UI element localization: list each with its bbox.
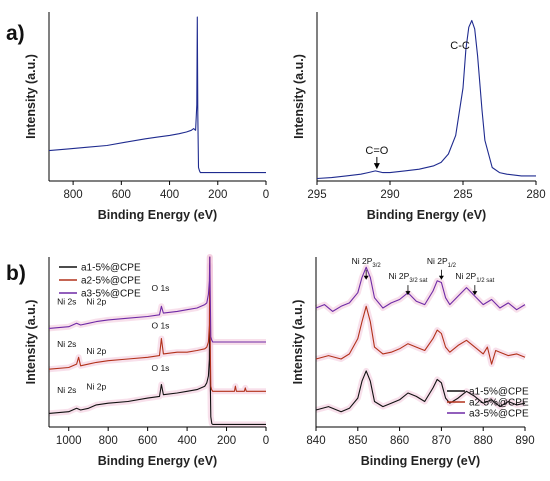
peak-label-subscript: 1/2 sat [476,278,494,284]
peak-label-subscript: 3/2 [372,263,381,269]
x-tick-label-a-left-4: 0 [263,189,269,201]
x-tick-label-b-left-1: 800 [99,435,118,447]
panel-label-a: a) [6,22,25,45]
peak-label-b-left-1: Ni 2p [86,297,106,307]
peak-arrow-head-b-right-1 [405,291,411,296]
x-tick-label-b-right-0: 840 [306,435,325,447]
peak-label-b-left-7: Ni 2p [86,382,106,392]
legend-label-b-right-2: a3-5%@CPE [469,409,529,420]
x-tick-label-a-right-0: 295 [307,189,326,201]
x-tick-label-b-left-3: 400 [177,435,196,447]
peak-label-subscript: 3/2 sat [409,278,427,284]
peak-label-b-left-4: Ni 2p [86,346,106,356]
peak-label-b-right-0: Ni 2P3/2 [352,256,382,269]
legend-label-b-left-0: a1-5%@CPE [81,263,141,274]
x-tick-label-a-right-1: 290 [380,189,399,201]
peak-label-b-right-1: Ni 2P3/2 sat [389,271,428,284]
chart-b-right: 840 850 860 870 880 890 Binding Energy (eV) Int… [291,256,535,468]
x-axis-title-b-left: Binding Energy (eV) [98,454,217,468]
charts-group: 800 600 400 200 0 Binding Energy (eV) Intensit… [24,12,546,468]
peak-label-b-right-3: Ni 2P1/2 sat [455,271,494,284]
series-halo-b-right-2 [314,264,527,315]
x-tick-label-a-left-1: 600 [112,189,131,201]
x-tick-label-a-left-3: 200 [208,189,227,201]
peak-label-main: Ni 2P [389,271,410,281]
legend-label-b-right-1: a2-5%@CPE [469,398,529,409]
peak-arrow-head-b-right-3 [472,291,478,296]
chart-a-left: 800 600 400 200 0 Binding Energy (eV) Intensit… [24,12,269,222]
peak-label-b-left-2: O 1s [151,283,169,293]
series-line-b-left-2 [48,256,266,343]
legend-label-b-left-2: a3-5%@CPE [81,289,141,300]
peak-label-b-right-2: Ni 2P1/2 [427,256,457,269]
series-line-b-left-1 [48,256,266,392]
y-axis-title-b-left: Intensity (a.u.) [24,300,38,385]
series-line-b-right-0 [315,370,526,413]
annotation-a-right-0: C-C [450,40,470,52]
peak-label-b-left-6: Ni 2s [57,385,76,395]
x-tick-label-a-right-3: 280 [526,189,545,201]
series-line-b-right-2 [315,266,526,312]
series-line-b-left-0 [48,264,266,425]
peak-label-b-left-0: Ni 2s [57,297,76,307]
x-tick-label-a-left-0: 800 [64,189,83,201]
y-axis-title-b-right: Intensity (a.u.) [291,300,305,385]
peak-label-subscript: 1/2 [448,263,457,269]
x-tick-label-b-right-2: 860 [390,435,409,447]
x-tick-label-a-right-2: 285 [453,189,472,201]
x-tick-label-b-right-1: 850 [348,435,367,447]
annotation-arrow-head-a-right-1 [373,163,380,170]
legend-label-b-right-0: a1-5%@CPE [469,387,529,398]
x-tick-label-b-left-2: 600 [138,435,157,447]
peak-label-main: Ni 2P [427,256,448,266]
peak-label-main: Ni 2P [455,271,476,281]
peak-label-b-left-3: Ni 2s [57,339,76,349]
peak-arrow-head-b-right-2 [438,275,444,280]
annotation-a-right-1: C=O [365,145,388,157]
panel-label-b: b) [6,262,26,285]
x-tick-label-b-left-0: 1000 [56,435,82,447]
chart-b-left: 1000 800 600 400 200 0 Binding Energy (eV) Inte… [24,254,269,468]
x-axis-title-a-right: Binding Energy (eV) [367,208,486,222]
series-line-b-right-1 [315,305,526,365]
y-axis-title-a-right: Intensity (a.u.) [292,54,306,139]
x-axis-title-a-left: Binding Energy (eV) [98,208,217,222]
legend-label-b-left-1: a2-5%@CPE [81,276,141,287]
x-axis-title-b-right: Binding Energy (eV) [361,454,480,468]
peak-label-b-left-8: O 1s [151,363,169,373]
series-line-a-left-0 [48,16,266,174]
series-line-a-right-0 [316,19,536,180]
peak-arrow-head-b-right-0 [363,275,369,280]
x-tick-label-b-right-4: 880 [474,435,493,447]
x-tick-label-b-right-5: 890 [515,435,534,447]
x-tick-label-b-right-3: 870 [432,435,451,447]
x-tick-label-a-left-2: 400 [160,189,179,201]
x-tick-label-b-left-4: 200 [217,435,236,447]
x-tick-label-b-left-5: 0 [263,435,269,447]
peak-label-main: Ni 2P [352,256,373,266]
y-axis-title-a-left: Intensity (a.u.) [24,54,38,139]
chart-a-right: 295 290 285 280 Binding Energy (eV) Intensity… [292,12,546,222]
peak-label-b-left-5: O 1s [151,320,169,330]
